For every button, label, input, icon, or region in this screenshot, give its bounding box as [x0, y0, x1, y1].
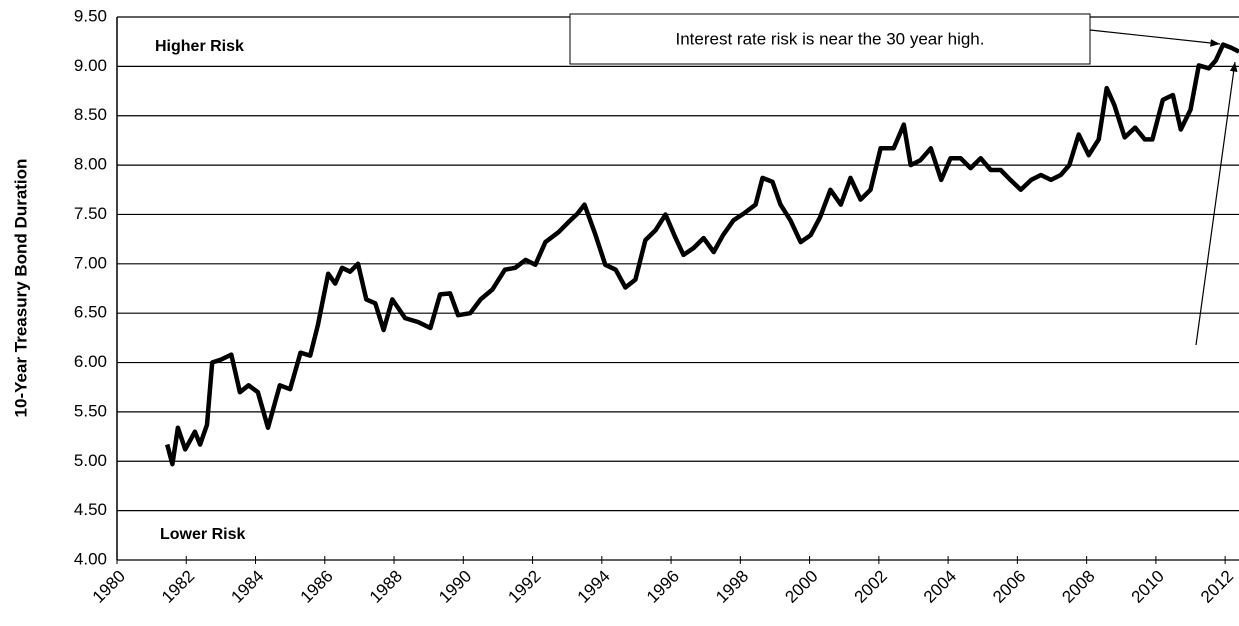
y-tick-label: 5.00: [74, 451, 107, 470]
x-tick-label: 1990: [435, 567, 475, 607]
x-tick-label: 2012: [1197, 567, 1237, 607]
arrow: [1089, 29, 1221, 47]
x-tick-label: 1996: [643, 567, 683, 607]
y-tick-label: 6.50: [74, 303, 107, 322]
x-tick-label: 1988: [366, 567, 406, 607]
x-tick-label: 2002: [851, 567, 891, 607]
x-tick-label: 2006: [989, 567, 1029, 607]
x-tick-label: 1982: [158, 567, 198, 607]
y-axis-title: 10-Year Treasury Bond Duration: [11, 159, 30, 418]
annotation: Lower Risk: [160, 526, 245, 543]
grid: [117, 16, 1239, 561]
annotation: Interest rate risk is near the 30 year h…: [676, 29, 985, 48]
line: [165, 42, 1239, 467]
arrow: [1195, 61, 1238, 346]
x-tick-label: 2000: [781, 567, 821, 607]
annotation: Higher Risk: [155, 38, 244, 55]
y-tick-label: 8.50: [74, 105, 107, 124]
x-tick-label: 1998: [712, 567, 752, 607]
y-tick-label: 4.50: [74, 500, 107, 519]
y-tick-label: 9.50: [74, 6, 107, 25]
x-tick-label: 1984: [227, 567, 267, 607]
y-tick-label: 7.00: [74, 253, 107, 272]
x-tick-label: 1986: [297, 567, 337, 607]
x-tick-label: 2008: [1058, 567, 1098, 607]
x-tick-label: 2004: [920, 567, 960, 607]
plot: [165, 42, 1239, 467]
y-tick-label: 8.00: [74, 155, 107, 174]
y-tick-label: 9.00: [74, 56, 107, 75]
x-tick-label: 1992: [504, 567, 544, 607]
y-tick-label: 5.50: [74, 401, 107, 420]
x-tick-label: 1994: [574, 567, 614, 607]
y-tick-label: 4.00: [74, 549, 107, 568]
x-tick-label: 2010: [1128, 567, 1168, 607]
y-tick-label: 7.50: [74, 204, 107, 223]
annotation-box: [569, 13, 1091, 65]
x-tick-label: 1980: [89, 567, 129, 607]
y-tick-label: 6.00: [74, 352, 107, 371]
